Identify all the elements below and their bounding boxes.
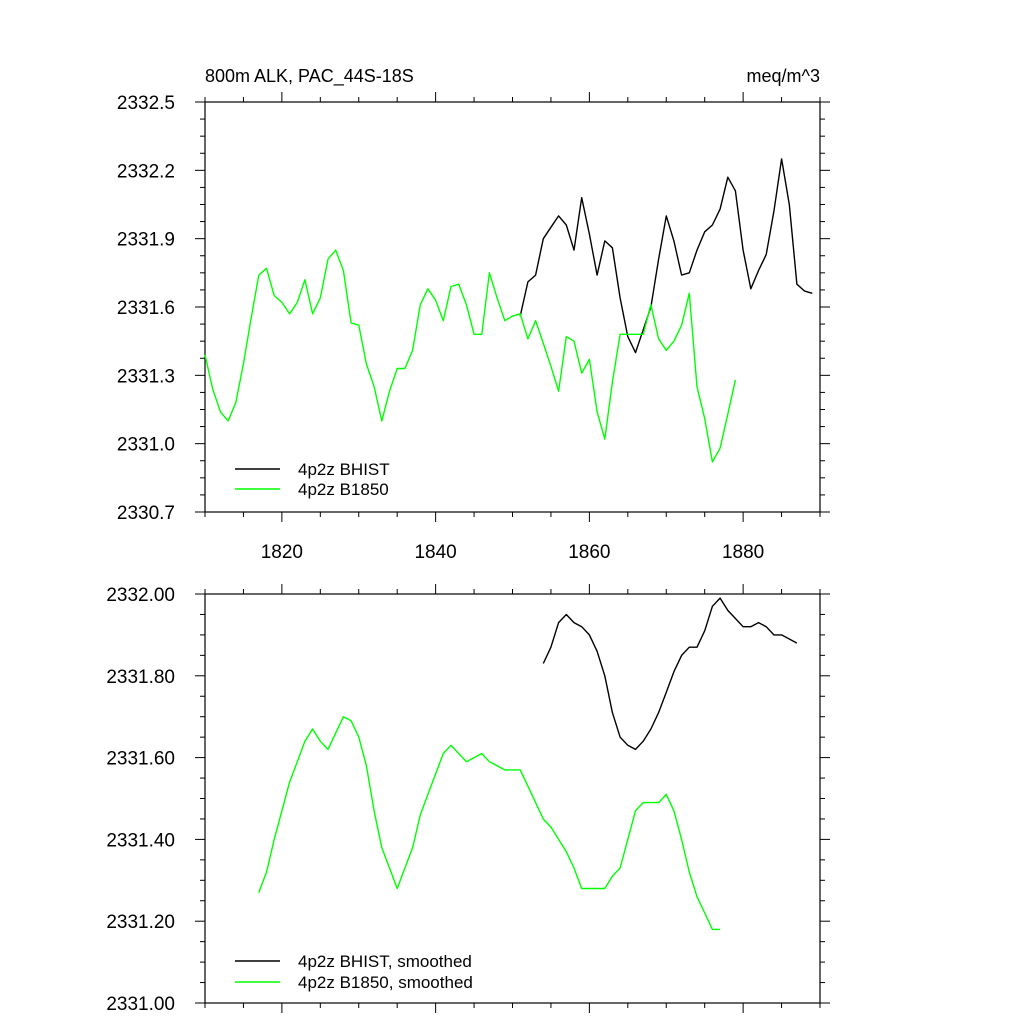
y-tick-label: 2331.60	[106, 749, 175, 770]
legend-label: 4p2z BHIST, smoothed	[298, 952, 472, 971]
y-tick-label: 2332.00	[106, 585, 175, 606]
legend-label: 4p2z BHIST	[298, 460, 390, 479]
legend-label: 4p2z B1850	[298, 480, 389, 499]
x-tick-label: 1820	[261, 542, 303, 563]
chart-panel-2: 2331.00 2331.20 2331.40 2331.60 2331.80 2332.…	[106, 584, 830, 1015]
x-tick-label: 1860	[568, 542, 610, 563]
y-tick-label: 2330.7	[117, 503, 175, 524]
y-tick-label: 2331.20	[106, 912, 175, 933]
y-tick-label: 2331.80	[106, 667, 175, 688]
plot-frame	[204, 593, 821, 1004]
chart-units: meq/m^3	[747, 66, 820, 86]
x-tick-label: 1880	[722, 542, 764, 563]
series-line-4p2z-bhist-smoothed	[542, 597, 798, 751]
y-tick-label: 2331.0	[117, 435, 175, 456]
series-line-4p2z-b1850-smoothed	[258, 716, 721, 931]
y-tick-label: 2331.40	[106, 830, 175, 851]
legend-label: 4p2z B1850, smoothed	[298, 973, 473, 992]
y-tick-label: 2331.3	[117, 366, 175, 387]
chart-title: 800m ALK, PAC_44S-18S	[205, 66, 414, 87]
plot-frame	[204, 101, 821, 513]
y-tick-label: 2332.2	[117, 161, 175, 182]
y-tick-label: 2331.9	[117, 230, 175, 251]
chart-panel-1: 1820 1840 1860 1880 2330.7 2331.0 2331.3 2331.6…	[117, 66, 830, 563]
y-tick-label: 2332.5	[117, 93, 175, 114]
series-line-4p2z-b1850	[204, 249, 737, 463]
y-tick-label: 2331.6	[117, 298, 175, 319]
series-line-4p2z-bhist	[519, 158, 813, 354]
x-tick-label: 1840	[414, 542, 456, 563]
y-tick-label: 2331.00	[106, 994, 175, 1015]
